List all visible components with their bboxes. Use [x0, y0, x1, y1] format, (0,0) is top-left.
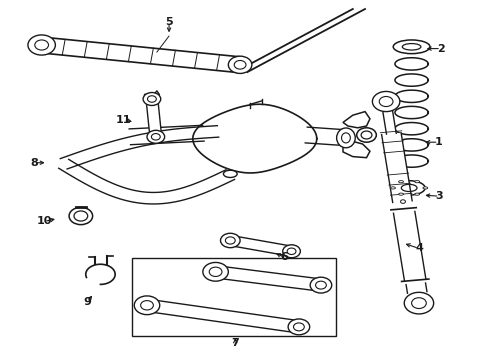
Polygon shape: [145, 91, 159, 99]
Polygon shape: [129, 125, 204, 145]
Ellipse shape: [203, 262, 228, 281]
Ellipse shape: [337, 128, 355, 148]
Text: 7: 7: [231, 338, 239, 348]
Ellipse shape: [69, 207, 93, 225]
Ellipse shape: [223, 170, 237, 177]
Ellipse shape: [393, 181, 425, 195]
Ellipse shape: [234, 60, 246, 69]
Ellipse shape: [74, 211, 88, 221]
Ellipse shape: [316, 281, 326, 289]
Polygon shape: [146, 299, 300, 333]
Text: 9: 9: [83, 297, 91, 307]
Polygon shape: [393, 211, 426, 281]
Ellipse shape: [401, 184, 417, 192]
Text: 5: 5: [165, 17, 173, 27]
Polygon shape: [193, 104, 317, 173]
Polygon shape: [406, 283, 427, 293]
Text: 2: 2: [437, 44, 445, 54]
Text: 3: 3: [436, 191, 443, 201]
Ellipse shape: [412, 298, 426, 309]
Ellipse shape: [134, 296, 160, 315]
Polygon shape: [382, 133, 412, 202]
Polygon shape: [59, 159, 235, 204]
Polygon shape: [343, 141, 370, 158]
Ellipse shape: [147, 96, 156, 102]
Polygon shape: [305, 127, 344, 145]
Polygon shape: [214, 266, 322, 291]
Ellipse shape: [398, 193, 404, 195]
Ellipse shape: [35, 40, 49, 50]
Ellipse shape: [415, 193, 419, 195]
Text: 6: 6: [280, 252, 288, 262]
Ellipse shape: [398, 181, 404, 183]
Polygon shape: [383, 111, 396, 134]
Ellipse shape: [288, 319, 310, 335]
Ellipse shape: [400, 200, 405, 203]
Ellipse shape: [391, 187, 395, 189]
Ellipse shape: [287, 248, 296, 255]
Ellipse shape: [28, 35, 55, 55]
Polygon shape: [40, 37, 242, 73]
Ellipse shape: [228, 56, 252, 73]
Polygon shape: [229, 235, 293, 256]
Ellipse shape: [147, 130, 165, 143]
Polygon shape: [343, 112, 370, 128]
Ellipse shape: [294, 323, 304, 331]
Polygon shape: [60, 126, 219, 169]
Ellipse shape: [310, 277, 332, 293]
Ellipse shape: [415, 181, 419, 183]
Ellipse shape: [393, 40, 430, 54]
Ellipse shape: [151, 134, 160, 140]
Ellipse shape: [225, 237, 235, 244]
Text: 8: 8: [30, 158, 38, 168]
Bar: [132, 258, 336, 336]
Ellipse shape: [283, 245, 300, 258]
Polygon shape: [146, 99, 162, 137]
Ellipse shape: [209, 267, 222, 276]
Ellipse shape: [379, 96, 393, 107]
Ellipse shape: [220, 233, 240, 248]
Ellipse shape: [372, 91, 400, 112]
Text: 1: 1: [435, 137, 442, 147]
Ellipse shape: [404, 292, 434, 314]
Ellipse shape: [423, 187, 428, 189]
Ellipse shape: [143, 93, 161, 105]
Text: 4: 4: [415, 243, 423, 253]
Ellipse shape: [342, 133, 350, 143]
Text: 11: 11: [116, 114, 131, 125]
Ellipse shape: [402, 44, 421, 50]
Ellipse shape: [361, 131, 372, 139]
Text: 10: 10: [36, 216, 52, 226]
Ellipse shape: [357, 128, 376, 142]
Ellipse shape: [141, 301, 153, 310]
